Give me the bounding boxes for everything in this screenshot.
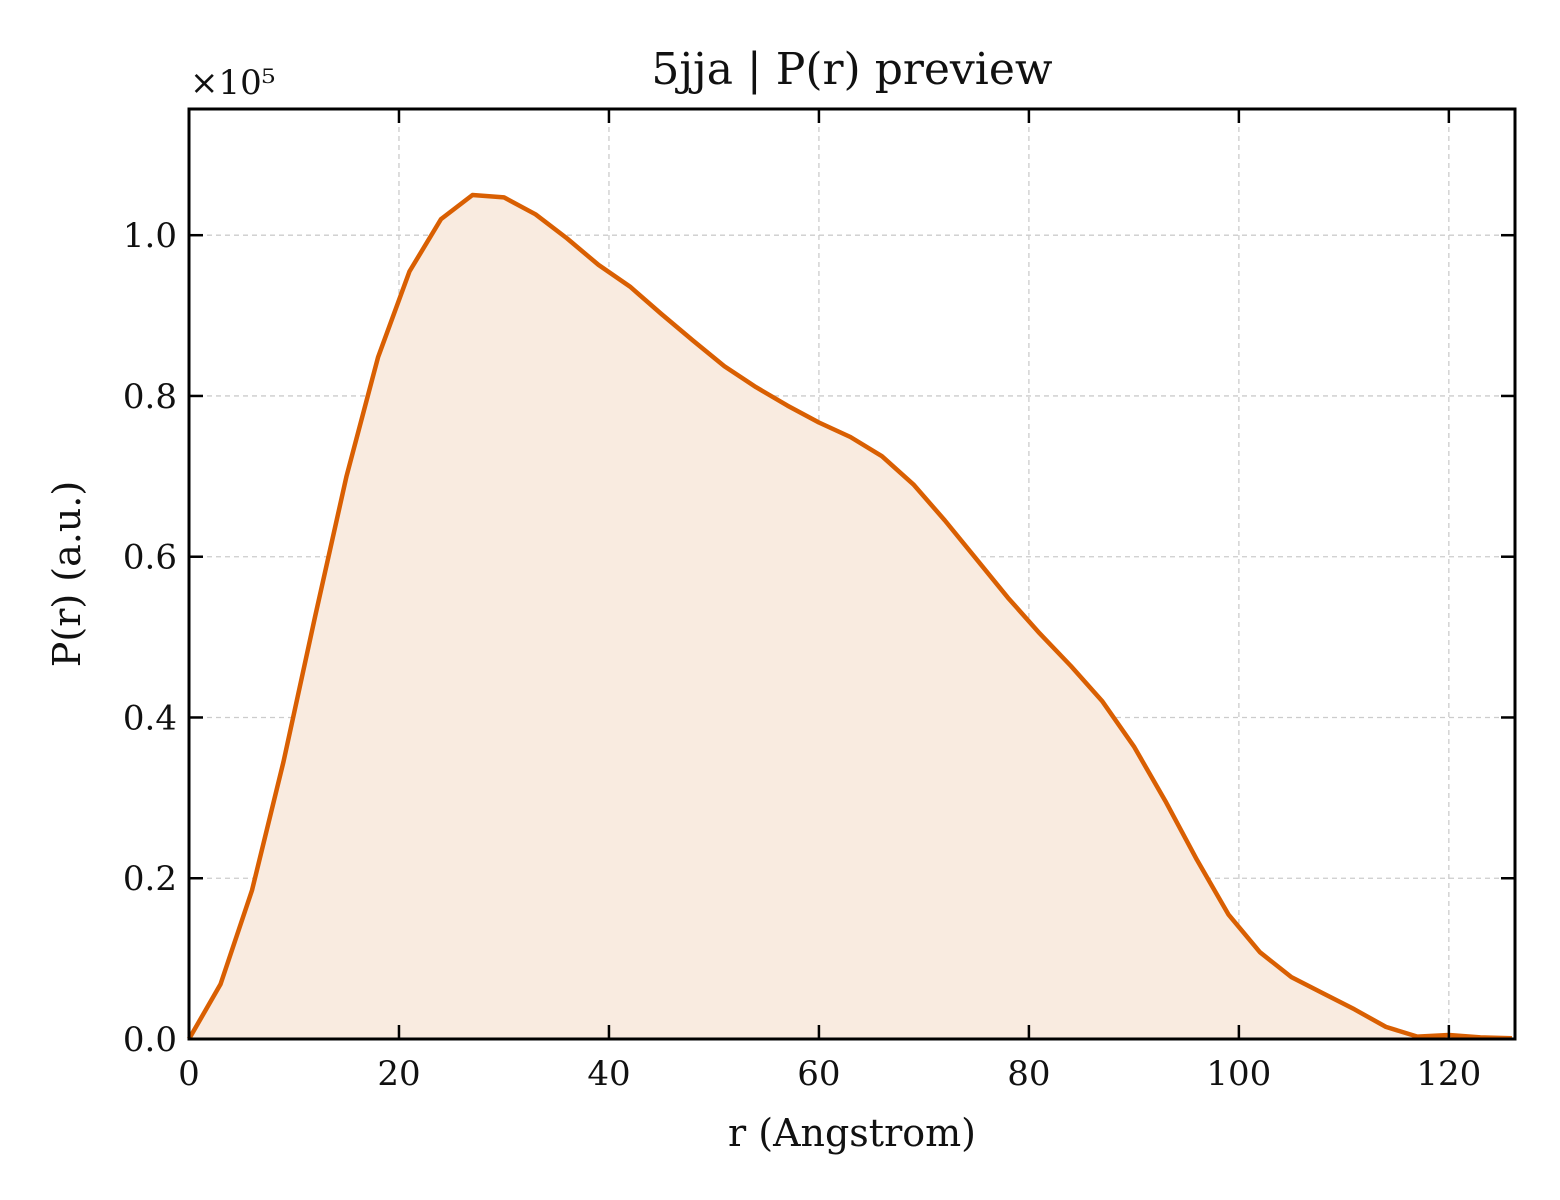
y-tick-label: 0.2	[123, 859, 177, 899]
x-tick-label: 120	[1416, 1054, 1481, 1094]
chart-title: 5jja | P(r) preview	[651, 44, 1052, 95]
plot-frame	[187, 107, 1517, 1041]
y-tick-label: 1.0	[123, 216, 177, 256]
y-tick-label: 0.4	[123, 698, 177, 738]
ticks: 0 20 40 60 80 100 120 0.0 0.2 0.4 0.6 0.8 1.0	[123, 109, 1515, 1094]
y-axis-label: P(r) (a.u.)	[45, 481, 89, 667]
y-tick-label: 0.0	[123, 1020, 177, 1060]
series-area-fill	[189, 195, 1512, 1039]
y-tick-label: 0.8	[123, 377, 177, 417]
data-layer	[187, 192, 1512, 1041]
x-tick-label: 20	[377, 1054, 420, 1094]
x-tick-label: 60	[797, 1054, 840, 1094]
x-tick-label: 80	[1007, 1054, 1050, 1094]
x-tick-label: 0	[178, 1054, 200, 1094]
y-multiplier-label: ×10⁵	[190, 63, 275, 103]
x-axis-label: r (Angstrom)	[728, 1111, 976, 1155]
x-tick-label: 40	[587, 1054, 630, 1094]
series-line	[187, 192, 1512, 1041]
y-tick-label: 0.6	[123, 538, 177, 578]
x-tick-label: 100	[1206, 1054, 1271, 1094]
